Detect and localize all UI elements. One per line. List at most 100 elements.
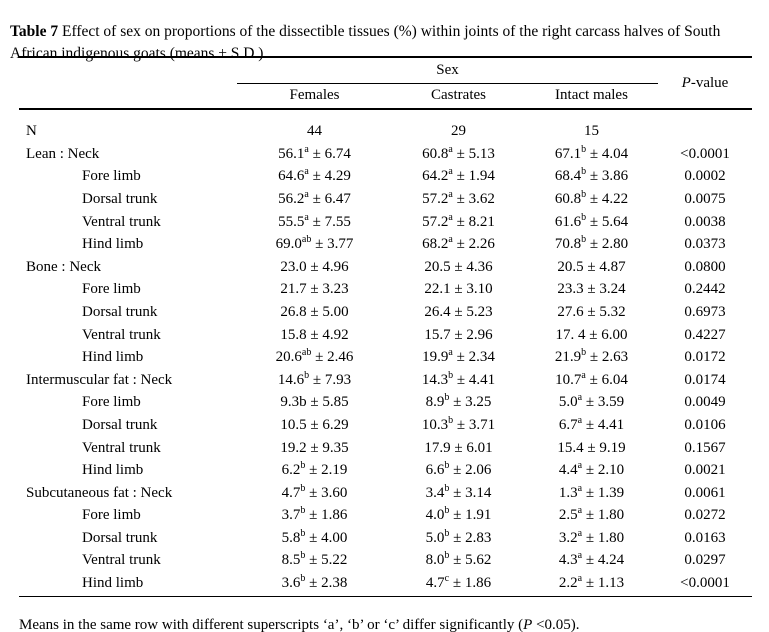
table-row: N 44 29 15 [19, 109, 752, 143]
pvalue-cell: 0.0075 [684, 190, 726, 207]
sex-spanner-header: Sex [237, 57, 658, 84]
value-cell-females: 19.2 ± 9.35 [280, 439, 349, 456]
value-cell-females: 15.8 ± 4.92 [280, 326, 349, 343]
data-table: Sex P-value Females Castrates Intact mal… [19, 56, 752, 595]
value-cell-intact-males: 2.2a ± 1.13 [558, 573, 625, 592]
corner-cell [19, 57, 237, 83]
table-header: Sex P-value Females Castrates Intact mal… [19, 57, 752, 109]
pvalue-cell: 0.0002 [684, 168, 726, 185]
value-cell-castrates: 57.2a ± 8.21 [422, 211, 495, 230]
value-cell-intact-males: 17. 4 ± 6.00 [555, 326, 628, 343]
value-cell-castrates: 15.7 ± 2.96 [424, 326, 493, 343]
value-cell-castrates: 68.2a ± 2.26 [422, 234, 495, 253]
castrates-column-header: Castrates [431, 87, 486, 104]
value-cell-females: 56.2a ± 6.47 [278, 188, 351, 207]
row-label: Hind limb [82, 575, 144, 592]
intact-males-column-header: Intact males [555, 87, 628, 104]
value-cell-castrates: 10.3b ± 3.71 [421, 414, 496, 433]
table-row: Bone : Neck 23.0 ± 4.96 20.5 ± 4.36 20.5 ± … [19, 256, 752, 279]
table-body: N 44 29 15 Lean : Neck 56.1a ± 6.74 60.8a ± 5.… [19, 109, 752, 595]
value-cell-intact-males: 1.3a ± 1.39 [558, 482, 625, 501]
value-cell-intact-males: 6.7a ± 4.41 [558, 414, 625, 433]
value-cell-castrates: 4.7c ± 1.86 [425, 573, 492, 592]
value-cell-castrates: 8.9b ± 3.25 [425, 392, 492, 411]
value-cell-intact-males: 67.1b ± 4.04 [554, 143, 629, 162]
value-cell-castrates: 6.6b ± 2.06 [425, 460, 492, 479]
pvalue-cell: <0.0001 [680, 575, 730, 592]
value-cell-intact-males: 10.7a ± 6.04 [555, 369, 628, 388]
value-cell-castrates: 8.0b ± 5.62 [425, 550, 492, 569]
table-row: Ventral trunk 19.2 ± 9.35 17.9 ± 6.01 15.4 … [19, 437, 752, 460]
table-row: Hind limb 20.6ab ± 2.46 19.9a ± 2.34 21.9b … [19, 346, 752, 369]
value-cell-castrates: 64.2a ± 1.94 [422, 166, 495, 185]
row-label: Fore limb [82, 281, 141, 298]
pvalue-cell: 0.0272 [684, 507, 726, 524]
value-cell-intact-males: 4.4a ± 2.10 [558, 460, 625, 479]
value-cell-females: 6.2b ± 2.19 [281, 460, 348, 479]
value-cell-castrates: 17.9 ± 6.01 [424, 439, 493, 456]
value-cell-castrates: 60.8a ± 5.13 [422, 143, 495, 162]
table-row: Fore limb 64.6a ± 4.29 64.2a ± 1.94 68.4b ±… [19, 166, 752, 189]
table-row: Hind limb 6.2b ± 2.19 6.6b ± 2.06 4.4a ± 2.… [19, 459, 752, 482]
value-cell-intact-males: 15 [584, 123, 599, 139]
row-label: Ventral trunk [82, 552, 161, 569]
row-label: Fore limb [82, 507, 141, 524]
row-label: Subcutaneous fat : Neck [26, 484, 173, 501]
value-cell-females: 8.5b ± 5.22 [281, 550, 348, 569]
value-cell-intact-males: 68.4b ± 3.86 [554, 166, 629, 185]
table-row: Dorsal trunk 56.2a ± 6.47 57.2a ± 3.62 60.8… [19, 188, 752, 211]
table-row: Hind limb 69.0ab ± 3.77 68.2a ± 2.26 70.8b … [19, 233, 752, 256]
row-label: Hind limb [82, 236, 144, 253]
value-cell-castrates: 3.4b ± 3.14 [425, 482, 492, 501]
value-cell-females: 69.0ab ± 3.77 [275, 234, 354, 253]
row-label: Lean : Neck [26, 145, 100, 162]
table-row: Fore limb 21.7 ± 3.23 22.1 ± 3.10 23.3 ± 3.… [19, 279, 752, 302]
value-cell-females: 14.6b ± 7.93 [277, 369, 352, 388]
value-cell-intact-males: 61.6b ± 5.64 [554, 211, 629, 230]
table-row: Subcutaneous fat : Neck 4.7b ± 3.60 3.4b ±… [19, 482, 752, 505]
table-row: Dorsal trunk 26.8 ± 5.00 26.4 ± 5.23 27.6 ±… [19, 301, 752, 324]
table-row: Dorsal trunk 10.5 ± 6.29 10.3b ± 3.71 6.7a … [19, 414, 752, 437]
value-cell-females: 23.0 ± 4.96 [280, 258, 349, 275]
value-cell-females: 20.6ab ± 2.46 [275, 347, 354, 366]
value-cell-intact-males: 3.2a ± 1.80 [558, 527, 625, 546]
footnote-rule [19, 596, 752, 597]
value-cell-females: 55.5a ± 7.55 [278, 211, 351, 230]
label-column-header [19, 83, 237, 109]
value-cell-females: 26.8 ± 5.00 [280, 303, 349, 320]
row-label: Bone : Neck [26, 258, 101, 275]
row-label: N [26, 123, 37, 139]
pvalue-cell: 0.4227 [684, 326, 726, 343]
pvalue-cell: 0.0038 [684, 213, 726, 230]
footnote: Means in the same row with different sup… [19, 617, 580, 632]
pvalue-column-header: P-value [681, 74, 729, 91]
row-label: Dorsal trunk [82, 529, 158, 546]
value-cell-intact-males: 27.6 ± 5.32 [557, 303, 626, 320]
value-cell-castrates: 14.3b ± 4.41 [421, 369, 496, 388]
pvalue-cell: 0.0800 [684, 258, 726, 275]
table-row: Hind limb 3.6b ± 2.38 4.7c ± 1.86 2.2a ± 1.… [19, 572, 752, 595]
row-label: Hind limb [82, 462, 144, 479]
value-cell-females: 4.7b ± 3.60 [281, 482, 348, 501]
value-cell-females: 10.5 ± 6.29 [280, 416, 349, 433]
value-cell-intact-males: 20.5 ± 4.87 [557, 258, 626, 275]
pvalue-cell: 0.0297 [684, 552, 726, 569]
value-cell-intact-males: 21.9b ± 2.63 [554, 347, 629, 366]
pvalue-cell: 0.0049 [684, 394, 726, 411]
value-cell-intact-males: 2.5a ± 1.80 [558, 505, 625, 524]
table-row: Dorsal trunk 5.8b ± 4.00 5.0b ± 2.83 3.2a ±… [19, 527, 752, 550]
row-label: Hind limb [82, 349, 144, 366]
value-cell-females: 3.7b ± 1.86 [281, 505, 348, 524]
pvalue-cell: <0.0001 [680, 145, 730, 162]
table-row: Ventral trunk 8.5b ± 5.22 8.0b ± 5.62 4.3a … [19, 550, 752, 573]
table-row: Ventral trunk 15.8 ± 4.92 15.7 ± 2.96 17. 4… [19, 324, 752, 347]
pvalue-cell [658, 109, 752, 143]
pvalue-cell: 0.0373 [684, 236, 726, 253]
row-label: Fore limb [82, 394, 141, 411]
pvalue-cell: 0.0172 [684, 349, 726, 366]
row-label: Dorsal trunk [82, 416, 158, 433]
pvalue-cell: 0.2442 [684, 281, 726, 298]
pvalue-cell: 0.0061 [684, 484, 726, 501]
value-cell-intact-males: 5.0a ± 3.59 [558, 392, 625, 411]
value-cell-females: 56.1a ± 6.74 [278, 143, 351, 162]
